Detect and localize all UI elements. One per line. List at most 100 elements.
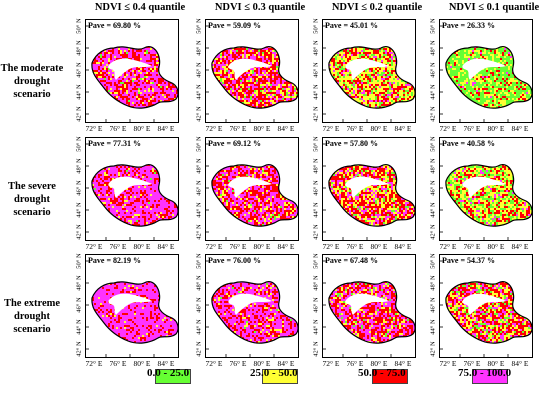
y-tick-label: 44° N: [310, 202, 322, 217]
y-tick-text: 42° N: [76, 224, 83, 239]
row-label-moderate: The moderate drought scenario: [0, 62, 64, 101]
y-tick-text: 46° N: [76, 297, 83, 312]
basin-boundary: [328, 164, 415, 227]
y-tick-label: 46° N: [193, 180, 205, 195]
y-tick-label: 42° N: [427, 341, 439, 356]
map-frame: Pave = 59.09 %: [205, 19, 299, 123]
y-tick-text: 44° N: [196, 202, 203, 217]
y-tick-label: 42° N: [73, 224, 85, 239]
y-tick-text: 46° N: [430, 62, 437, 77]
drought-frequency-map: [86, 260, 178, 357]
y-tick-label: 48° N: [427, 40, 439, 55]
map-frame: Pave = 54.37 %: [439, 254, 533, 358]
y-tick-label: 44° N: [427, 319, 439, 334]
x-tick-label: 80° E: [254, 124, 271, 133]
y-tick-label: 48° N: [310, 40, 322, 55]
column-header-2: NDVI ≤ 0.3 quantile: [200, 2, 320, 13]
x-tick-label: 76° E: [230, 124, 247, 133]
y-tick-label: 44° N: [73, 84, 85, 99]
x-tick-label: 72° E: [440, 124, 457, 133]
x-tick-label: 72° E: [440, 359, 457, 368]
row-label-line1: The moderate: [0, 62, 64, 75]
drought-frequency-map: [206, 25, 298, 122]
x-tick-label: 80° E: [134, 242, 151, 251]
row-label-line2: drought scenario: [0, 75, 64, 101]
y-tick-text: 46° N: [430, 180, 437, 195]
x-tick-label: 84° E: [158, 359, 175, 368]
y-tick-text: 44° N: [313, 84, 320, 99]
x-tick-label: 72° E: [86, 124, 103, 133]
x-tick-label: 72° E: [206, 242, 223, 251]
basin-boundary: [211, 281, 298, 344]
y-tick-text: 46° N: [196, 180, 203, 195]
y-tick-text: 48° N: [430, 275, 437, 290]
y-tick-label: 44° N: [193, 202, 205, 217]
legend-swatch: [372, 369, 408, 384]
pave-value: Pave = 40.58 %: [442, 139, 495, 148]
drought-frequency-map: [440, 25, 532, 122]
map-frame: Pave = 67.48 %: [322, 254, 416, 358]
y-tick-label: 44° N: [427, 202, 439, 217]
y-tick-text: 42° N: [196, 224, 203, 239]
map-panel: 50° N 48° N 46° N 44° N 42° N Pave = 69.80 % 7…: [73, 18, 179, 134]
map-frame: Pave = 76.00 %: [205, 254, 299, 358]
y-tick-label: 48° N: [427, 158, 439, 173]
y-tick-label: 42° N: [310, 341, 322, 356]
x-tick-label: 76° E: [110, 124, 127, 133]
y-tick-label: 44° N: [193, 84, 205, 99]
y-tick-text: 50° N: [196, 18, 203, 33]
row-label-extreme: The extreme drought scenario: [0, 297, 64, 336]
x-tick-label: 80° E: [371, 359, 388, 368]
y-tick-text: 42° N: [430, 341, 437, 356]
y-tick-text: 50° N: [76, 253, 83, 268]
y-tick-text: 44° N: [196, 84, 203, 99]
map-panel: 50° N 48° N 46° N 44° N 42° N Pave = 69.12 % 7…: [193, 136, 299, 252]
y-tick-label: 42° N: [193, 106, 205, 121]
x-tick-label: 84° E: [395, 359, 412, 368]
y-tick-text: 50° N: [76, 18, 83, 33]
row-label-line1: The severe: [0, 180, 64, 193]
drought-frequency-map: [440, 260, 532, 357]
y-tick-text: 42° N: [313, 224, 320, 239]
map-panel: 50° N 48° N 46° N 44° N 42° N Pave = 40.58 % 7…: [427, 136, 533, 252]
legend-label: 25.0 - 50.0: [250, 367, 298, 379]
row-label-line2: drought scenario: [0, 310, 64, 336]
x-tick-label: 80° E: [488, 359, 505, 368]
pave-value: Pave = 59.09 %: [208, 21, 261, 30]
y-tick-text: 50° N: [430, 253, 437, 268]
x-tick-label: 84° E: [512, 359, 529, 368]
map-frame: Pave = 69.80 %: [85, 19, 179, 123]
y-tick-label: 42° N: [73, 106, 85, 121]
y-tick-label: 44° N: [310, 319, 322, 334]
y-tick-label: 48° N: [73, 158, 85, 173]
x-tick-label: 80° E: [134, 359, 151, 368]
y-tick-label: 46° N: [73, 180, 85, 195]
x-tick-label: 84° E: [278, 359, 295, 368]
x-tick-label: 84° E: [395, 242, 412, 251]
drought-frequency-map: [206, 143, 298, 240]
y-tick-text: 46° N: [313, 297, 320, 312]
map-panel: 50° N 48° N 46° N 44° N 42° N Pave = 67.48 % 7…: [310, 253, 416, 369]
y-tick-text: 50° N: [313, 253, 320, 268]
y-tick-label: 42° N: [73, 341, 85, 356]
basin-boundary: [445, 46, 532, 109]
map-frame: Pave = 26.33 %: [439, 19, 533, 123]
y-tick-label: 46° N: [310, 180, 322, 195]
map-panel: 50° N 48° N 46° N 44° N 42° N Pave = 82.19 % 7…: [73, 253, 179, 369]
map-panel: 50° N 48° N 46° N 44° N 42° N Pave = 76.00 % 7…: [193, 253, 299, 369]
y-tick-label: 46° N: [73, 62, 85, 77]
map-frame: Pave = 82.19 %: [85, 254, 179, 358]
x-tick-label: 80° E: [371, 124, 388, 133]
y-tick-text: 44° N: [76, 202, 83, 217]
pave-value: Pave = 45.01 %: [325, 21, 378, 30]
x-tick-label: 80° E: [134, 124, 151, 133]
y-tick-text: 42° N: [196, 341, 203, 356]
y-tick-label: 46° N: [427, 297, 439, 312]
y-tick-text: 44° N: [313, 319, 320, 334]
y-tick-label: 50° N: [193, 136, 205, 151]
drought-frequency-map: [323, 143, 415, 240]
y-tick-text: 44° N: [76, 84, 83, 99]
y-tick-label: 44° N: [193, 319, 205, 334]
y-tick-label: 48° N: [310, 158, 322, 173]
y-tick-text: 50° N: [196, 136, 203, 151]
